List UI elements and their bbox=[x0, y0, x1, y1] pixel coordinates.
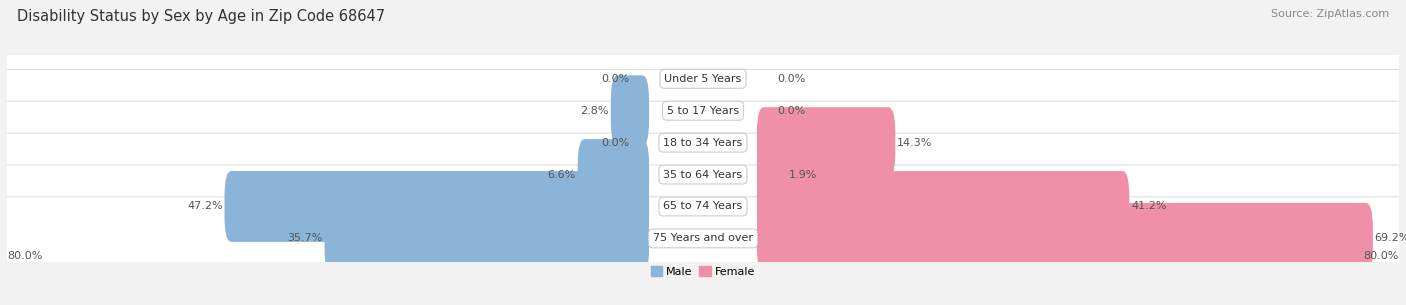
FancyBboxPatch shape bbox=[225, 171, 650, 242]
Text: 6.6%: 6.6% bbox=[548, 170, 576, 180]
FancyBboxPatch shape bbox=[325, 203, 650, 274]
Text: 65 to 74 Years: 65 to 74 Years bbox=[664, 202, 742, 211]
Text: 14.3%: 14.3% bbox=[897, 138, 932, 148]
Text: 69.2%: 69.2% bbox=[1375, 233, 1406, 243]
Text: 41.2%: 41.2% bbox=[1130, 202, 1167, 211]
Text: 0.0%: 0.0% bbox=[778, 106, 806, 116]
FancyBboxPatch shape bbox=[0, 101, 1406, 184]
Text: 80.0%: 80.0% bbox=[1364, 251, 1399, 261]
Text: 0.0%: 0.0% bbox=[778, 74, 806, 84]
FancyBboxPatch shape bbox=[0, 69, 1406, 152]
Text: 0.0%: 0.0% bbox=[600, 138, 628, 148]
Text: 1.9%: 1.9% bbox=[789, 170, 817, 180]
FancyBboxPatch shape bbox=[756, 203, 1372, 274]
Text: Under 5 Years: Under 5 Years bbox=[665, 74, 741, 84]
Text: 0.0%: 0.0% bbox=[600, 74, 628, 84]
Text: 35 to 64 Years: 35 to 64 Years bbox=[664, 170, 742, 180]
FancyBboxPatch shape bbox=[578, 139, 650, 210]
Text: 2.8%: 2.8% bbox=[581, 106, 609, 116]
Text: 80.0%: 80.0% bbox=[7, 251, 42, 261]
Text: 75 Years and over: 75 Years and over bbox=[652, 233, 754, 243]
FancyBboxPatch shape bbox=[0, 37, 1406, 120]
FancyBboxPatch shape bbox=[756, 171, 1129, 242]
Text: 35.7%: 35.7% bbox=[287, 233, 323, 243]
FancyBboxPatch shape bbox=[0, 197, 1406, 280]
FancyBboxPatch shape bbox=[0, 165, 1406, 248]
Text: 47.2%: 47.2% bbox=[187, 202, 222, 211]
FancyBboxPatch shape bbox=[756, 107, 896, 178]
Text: Disability Status by Sex by Age in Zip Code 68647: Disability Status by Sex by Age in Zip C… bbox=[17, 9, 385, 24]
Legend: Male, Female: Male, Female bbox=[647, 262, 759, 282]
Text: 18 to 34 Years: 18 to 34 Years bbox=[664, 138, 742, 148]
Text: Source: ZipAtlas.com: Source: ZipAtlas.com bbox=[1271, 9, 1389, 19]
FancyBboxPatch shape bbox=[610, 75, 650, 146]
FancyBboxPatch shape bbox=[0, 133, 1406, 216]
Text: 5 to 17 Years: 5 to 17 Years bbox=[666, 106, 740, 116]
FancyBboxPatch shape bbox=[756, 139, 787, 210]
